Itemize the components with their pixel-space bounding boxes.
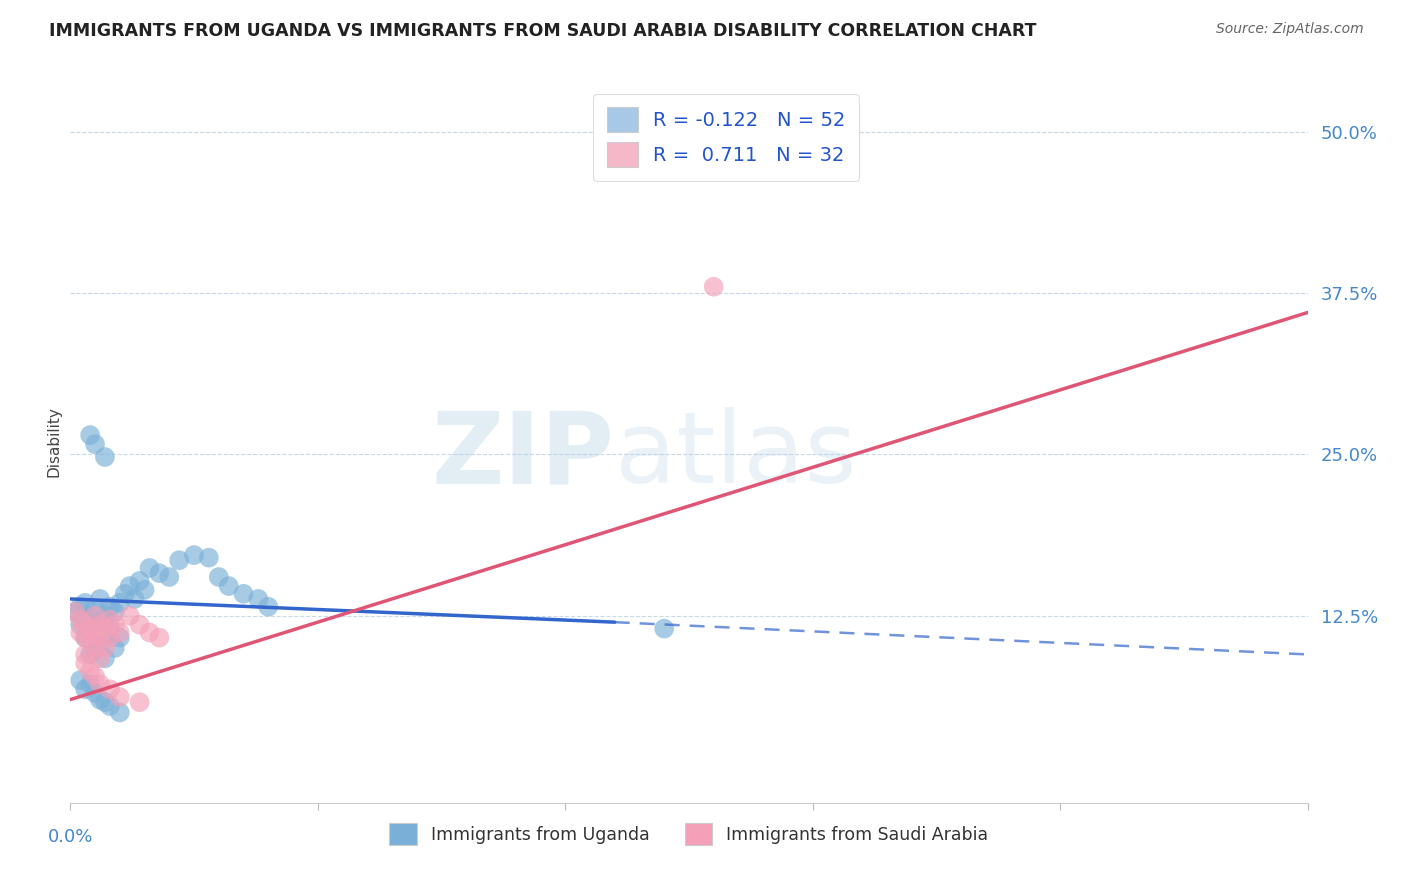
Point xyxy=(84,643,107,657)
Point xyxy=(198,550,221,565)
Point xyxy=(84,625,107,640)
Point xyxy=(84,608,107,623)
Point xyxy=(94,651,117,665)
Point xyxy=(134,582,156,597)
Point xyxy=(148,566,170,581)
Point xyxy=(69,673,91,688)
Point xyxy=(108,706,131,720)
Point xyxy=(89,634,111,648)
Point xyxy=(84,625,107,640)
Point xyxy=(104,640,127,655)
Point xyxy=(94,628,117,642)
Point xyxy=(65,605,87,619)
Point xyxy=(94,450,117,464)
Point xyxy=(75,617,97,632)
Point xyxy=(232,587,254,601)
Point xyxy=(108,631,131,645)
Point xyxy=(114,587,136,601)
Point xyxy=(138,625,160,640)
Y-axis label: Disability: Disability xyxy=(46,406,62,477)
Point xyxy=(79,634,101,648)
Point xyxy=(84,643,107,657)
Point xyxy=(79,648,101,662)
Point xyxy=(108,596,131,610)
Point xyxy=(79,622,101,636)
Point xyxy=(79,677,101,691)
Point xyxy=(79,664,101,678)
Point xyxy=(94,640,117,655)
Point xyxy=(104,617,127,632)
Text: Source: ZipAtlas.com: Source: ZipAtlas.com xyxy=(1216,22,1364,37)
Point xyxy=(128,617,150,632)
Point xyxy=(89,615,111,630)
Point xyxy=(65,605,87,619)
Point xyxy=(98,613,121,627)
Point xyxy=(98,699,121,714)
Point xyxy=(148,631,170,645)
Point xyxy=(652,622,675,636)
Point xyxy=(98,622,121,636)
Text: 0.0%: 0.0% xyxy=(48,828,93,847)
Point xyxy=(69,617,91,632)
Point xyxy=(98,682,121,697)
Point xyxy=(84,602,107,616)
Point xyxy=(124,591,146,606)
Point xyxy=(84,686,107,700)
Point xyxy=(69,599,91,614)
Legend: Immigrants from Uganda, Immigrants from Saudi Arabia: Immigrants from Uganda, Immigrants from … xyxy=(382,815,995,852)
Point xyxy=(69,625,91,640)
Point xyxy=(128,695,150,709)
Point xyxy=(89,677,111,691)
Point xyxy=(75,648,97,662)
Point xyxy=(118,608,141,623)
Point xyxy=(94,608,117,623)
Point xyxy=(69,613,91,627)
Point xyxy=(218,579,240,593)
Point xyxy=(208,570,231,584)
Point xyxy=(108,690,131,704)
Point xyxy=(89,617,111,632)
Point xyxy=(84,437,107,451)
Point xyxy=(138,561,160,575)
Point xyxy=(79,608,101,623)
Point xyxy=(75,631,97,645)
Point xyxy=(183,548,205,562)
Point xyxy=(98,631,121,645)
Point xyxy=(118,579,141,593)
Point xyxy=(98,599,121,614)
Point xyxy=(89,591,111,606)
Point xyxy=(703,279,725,293)
Point xyxy=(79,428,101,442)
Point xyxy=(167,553,190,567)
Point xyxy=(75,631,97,645)
Point xyxy=(84,669,107,683)
Text: atlas: atlas xyxy=(614,408,856,505)
Point xyxy=(89,692,111,706)
Point xyxy=(75,596,97,610)
Point xyxy=(79,622,101,636)
Point xyxy=(75,613,97,627)
Point xyxy=(128,574,150,588)
Point xyxy=(89,651,111,665)
Point xyxy=(257,599,280,614)
Point xyxy=(108,625,131,640)
Point xyxy=(94,695,117,709)
Point xyxy=(104,605,127,619)
Point xyxy=(75,657,97,671)
Point xyxy=(157,570,180,584)
Point xyxy=(89,631,111,645)
Point xyxy=(75,682,97,697)
Text: IMMIGRANTS FROM UGANDA VS IMMIGRANTS FROM SAUDI ARABIA DISABILITY CORRELATION CH: IMMIGRANTS FROM UGANDA VS IMMIGRANTS FRO… xyxy=(49,22,1036,40)
Point xyxy=(247,591,270,606)
Text: ZIP: ZIP xyxy=(432,408,614,505)
Point xyxy=(94,622,117,636)
